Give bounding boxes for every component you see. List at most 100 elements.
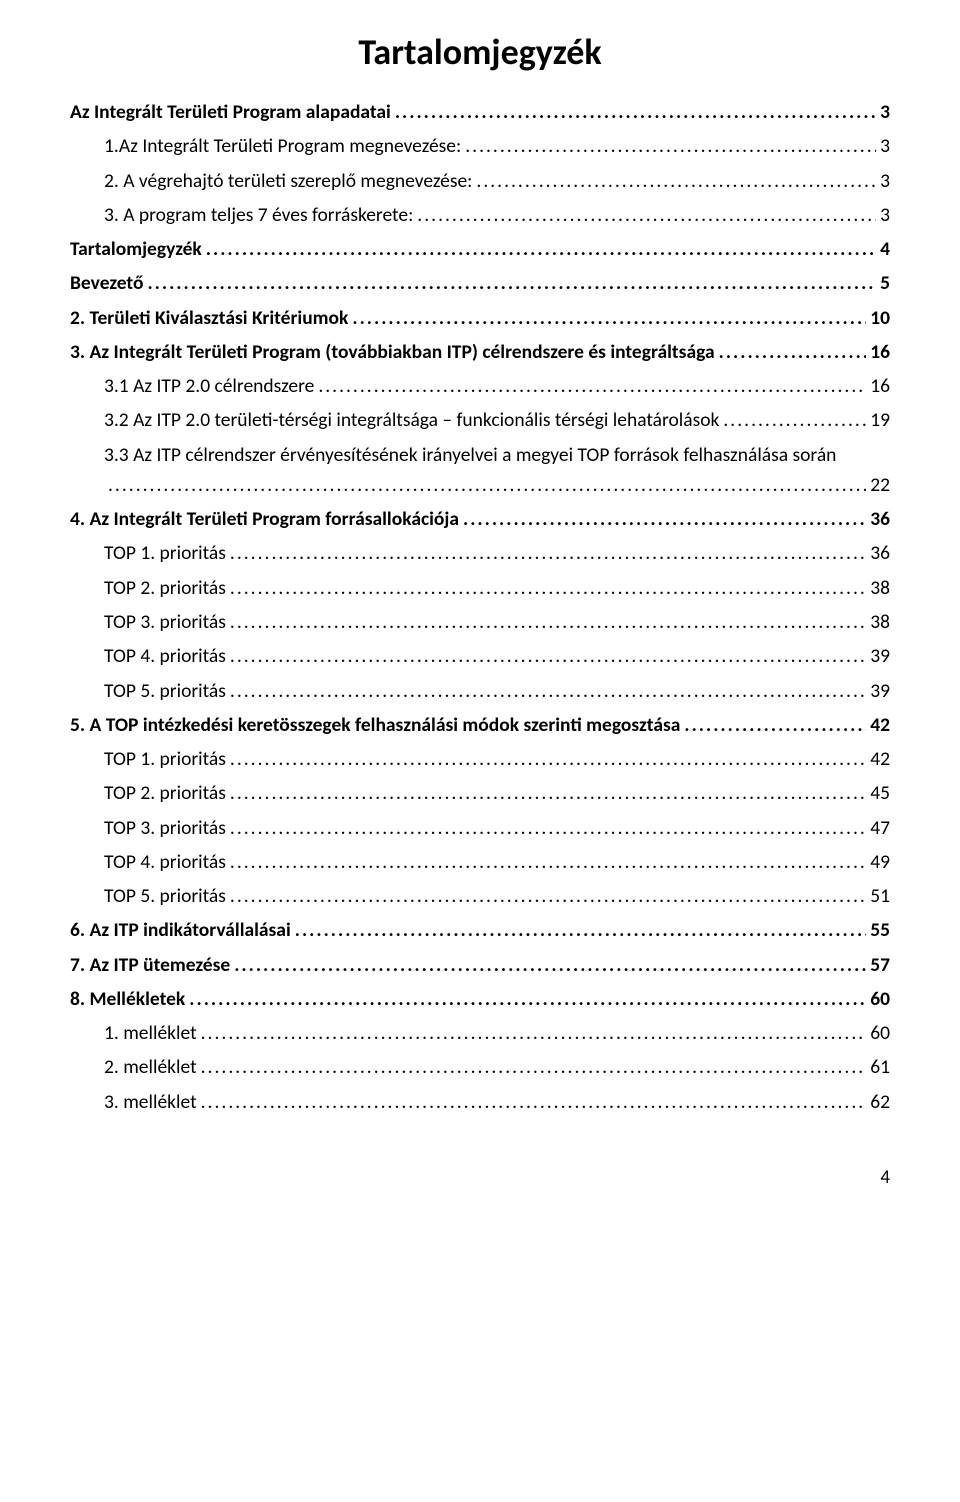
toc-label: 3.3 Az ITP célrendszer érvényesítésének …: [104, 441, 836, 469]
toc-page-number: 39: [870, 677, 890, 705]
toc-label: Az Integrált Területi Program alapadatai: [70, 98, 391, 126]
toc-label: TOP 5. prioritás: [104, 677, 226, 705]
toc-entry: 1.Az Integrált Területi Program megnevez…: [104, 132, 890, 160]
toc-entry: 3. A program teljes 7 éves forráskerete:…: [104, 201, 890, 229]
toc-page-number: 49: [870, 848, 890, 876]
toc-label: 1. melléklet: [104, 1019, 197, 1047]
toc-leader-dots: [201, 1053, 867, 1081]
toc-label: 7. Az ITP ütemezése: [70, 951, 230, 979]
toc-entry: 3.3 Az ITP célrendszer érvényesítésének …: [104, 441, 890, 469]
toc-entry: TOP 5. prioritás 39: [104, 677, 890, 705]
toc-leader-dots: [719, 338, 867, 366]
toc-leader-dots: [230, 574, 866, 602]
toc-page-number: 38: [870, 574, 890, 602]
table-of-contents: Az Integrált Területi Program alapadatai…: [70, 98, 890, 1116]
toc-page-number: 3: [880, 201, 890, 229]
toc-entry: Az Integrált Területi Program alapadatai…: [70, 98, 890, 126]
toc-entry: 2. Területi Kiválasztási Kritériumok 10: [70, 304, 890, 332]
toc-leader-dots: [395, 98, 876, 126]
toc-entry: TOP 1. prioritás36: [104, 539, 890, 567]
toc-entry: Tartalomjegyzék4: [70, 235, 890, 263]
toc-page-number: 39: [870, 642, 890, 670]
toc-label: Tartalomjegyzék: [70, 235, 202, 263]
page-title: Tartalomjegyzék: [70, 30, 890, 74]
toc-leader-dots: [476, 167, 876, 195]
toc-leader-dots: [230, 539, 866, 567]
toc-entry: TOP 1. prioritás 42: [104, 745, 890, 773]
toc-label: 3.2 Az ITP 2.0 területi-térségi integrál…: [104, 406, 719, 434]
toc-page-number: 3: [880, 167, 890, 195]
toc-entry: 3. Az Integrált Területi Program (tovább…: [70, 338, 890, 366]
toc-entry: TOP 4. prioritás 39: [104, 642, 890, 670]
toc-leader-dots: [189, 985, 866, 1013]
toc-leader-dots: [234, 951, 866, 979]
toc-page-number: 16: [870, 338, 890, 366]
toc-entry: TOP 3. prioritás38: [104, 608, 890, 636]
toc-entry: 3.2 Az ITP 2.0 területi-térségi integrál…: [104, 406, 890, 434]
toc-label: TOP 1. prioritás: [104, 745, 226, 773]
toc-entry-continuation: 22: [104, 471, 890, 499]
toc-leader-dots: [230, 848, 866, 876]
toc-label: 1.Az Integrált Területi Program megnevez…: [104, 132, 461, 160]
toc-page-number: 3: [880, 98, 890, 126]
toc-leader-dots: [230, 814, 866, 842]
toc-page-number: 38: [870, 608, 890, 636]
toc-leader-dots: [318, 372, 866, 400]
toc-page-number: 19: [870, 406, 890, 434]
toc-leader-dots: [295, 916, 866, 944]
toc-entry: 3.1 Az ITP 2.0 célrendszere 16: [104, 372, 890, 400]
toc-leader-dots: [201, 1019, 867, 1047]
toc-label: TOP 4. prioritás: [104, 848, 226, 876]
toc-page-number: 51: [870, 882, 890, 910]
toc-leader-dots: [147, 269, 876, 297]
toc-entry: 4. Az Integrált Területi Program forrása…: [70, 505, 890, 533]
toc-label: 6. Az ITP indikátorvállalásai: [70, 916, 291, 944]
toc-leader-dots: [465, 132, 876, 160]
toc-label: 5. A TOP intézkedési keretösszegek felha…: [70, 711, 680, 739]
toc-entry: 6. Az ITP indikátorvállalásai 55: [70, 916, 890, 944]
toc-page-number: 55: [870, 916, 890, 944]
toc-page-number: 5: [880, 269, 890, 297]
toc-leader-dots: [230, 882, 866, 910]
toc-entry: TOP 3. prioritás47: [104, 814, 890, 842]
toc-page-number: 61: [870, 1053, 890, 1081]
toc-page-number: 36: [870, 505, 890, 533]
toc-entry: TOP 4. prioritás 49: [104, 848, 890, 876]
toc-page-number: 45: [870, 779, 890, 807]
toc-label: Bevezető: [70, 269, 143, 297]
toc-label: 3. melléklet: [104, 1088, 197, 1116]
toc-label: 3. Az Integrált Területi Program (tovább…: [70, 338, 715, 366]
toc-label: 3.1 Az ITP 2.0 célrendszere: [104, 372, 314, 400]
toc-label: 2. Területi Kiválasztási Kritériumok: [70, 304, 348, 332]
toc-leader-dots: [684, 711, 866, 739]
toc-page-number: 42: [870, 745, 890, 773]
toc-entry: 1. melléklet60: [104, 1019, 890, 1047]
toc-label: 4. Az Integrált Területi Program forrása…: [70, 505, 459, 533]
toc-entry: TOP 2. prioritás 45: [104, 779, 890, 807]
toc-entry: 3. melléklet 62: [104, 1088, 890, 1116]
toc-label: TOP 4. prioritás: [104, 642, 226, 670]
toc-page-number: 42: [870, 711, 890, 739]
toc-leader-dots: [230, 677, 866, 705]
toc-entry: TOP 2. prioritás 38: [104, 574, 890, 602]
toc-page-number: 62: [870, 1088, 890, 1116]
toc-label: TOP 2. prioritás: [104, 574, 226, 602]
page-number: 4: [70, 1166, 890, 1189]
toc-entry: Bevezető 5: [70, 269, 890, 297]
toc-label: TOP 1. prioritás: [104, 539, 226, 567]
toc-page-number: 47: [870, 814, 890, 842]
toc-page-number: 16: [870, 372, 890, 400]
toc-leader-dots: [230, 642, 866, 670]
toc-entry: 5. A TOP intézkedési keretösszegek felha…: [70, 711, 890, 739]
toc-page-number: 3: [880, 132, 890, 160]
toc-page-number: 10: [870, 304, 890, 332]
toc-leader-dots: [417, 201, 876, 229]
toc-entry: 8. Mellékletek60: [70, 985, 890, 1013]
toc-leader-dots: [206, 235, 876, 263]
toc-page-number: 57: [870, 951, 890, 979]
toc-entry: TOP 5. prioritás51: [104, 882, 890, 910]
toc-entry: 7. Az ITP ütemezése 57: [70, 951, 890, 979]
toc-entry: 2. melléklet61: [104, 1053, 890, 1081]
toc-label: 2. A végrehajtó területi szereplő megnev…: [104, 167, 472, 195]
toc-label: TOP 2. prioritás: [104, 779, 226, 807]
